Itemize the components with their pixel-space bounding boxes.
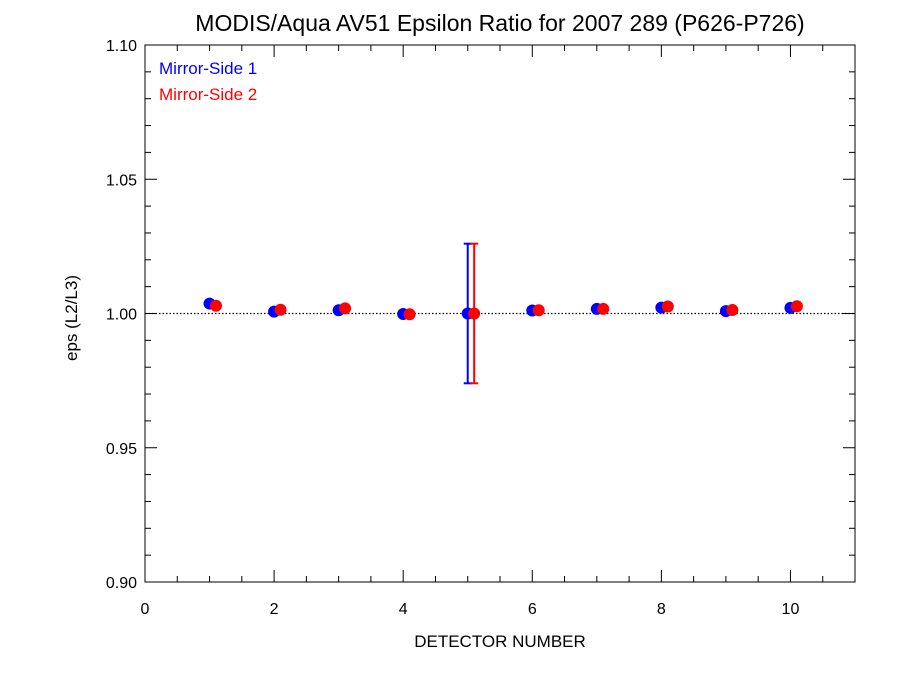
data-point-ms2 [403, 308, 416, 321]
y-axis-label: eps (L2/L3) [62, 275, 81, 361]
x-tick-label: 2 [270, 601, 279, 618]
x-tick-label: 8 [657, 601, 666, 618]
chart-title: MODIS/Aqua AV51 Epsilon Ratio for 2007 2… [195, 10, 804, 36]
x-tick-label: 4 [399, 601, 408, 618]
data-point-ms2 [726, 304, 739, 317]
y-tick-label: 1.00 [106, 307, 137, 324]
y-tick-label: 0.95 [106, 441, 137, 458]
data-point-ms2 [274, 303, 287, 316]
data-point-ms2 [468, 307, 481, 320]
data-point-ms2 [532, 304, 545, 317]
y-tick-label: 0.90 [106, 575, 137, 592]
legend-entry-ms2: Mirror-Side 2 [159, 85, 257, 104]
y-tick-label: 1.05 [106, 172, 137, 189]
data-point-ms2 [597, 302, 610, 315]
y-tick-label: 1.10 [106, 38, 137, 55]
data-point-ms2 [790, 300, 803, 313]
data-point-ms2 [339, 302, 352, 315]
data-point-ms2 [661, 300, 674, 313]
plot-layer: 0 2 4 6 8 10 0.90 0.95 1.00 1.05 1.10 Mirror-Side 1… [106, 38, 856, 618]
data-point-ms2 [210, 299, 222, 312]
x-tick-label: 10 [782, 601, 800, 618]
x-axis-label: DETECTOR NUMBER [414, 632, 586, 651]
legend-entry-ms1: Mirror-Side 1 [159, 59, 257, 78]
x-tick-label: 0 [141, 601, 150, 618]
x-tick-label: 6 [528, 601, 537, 618]
